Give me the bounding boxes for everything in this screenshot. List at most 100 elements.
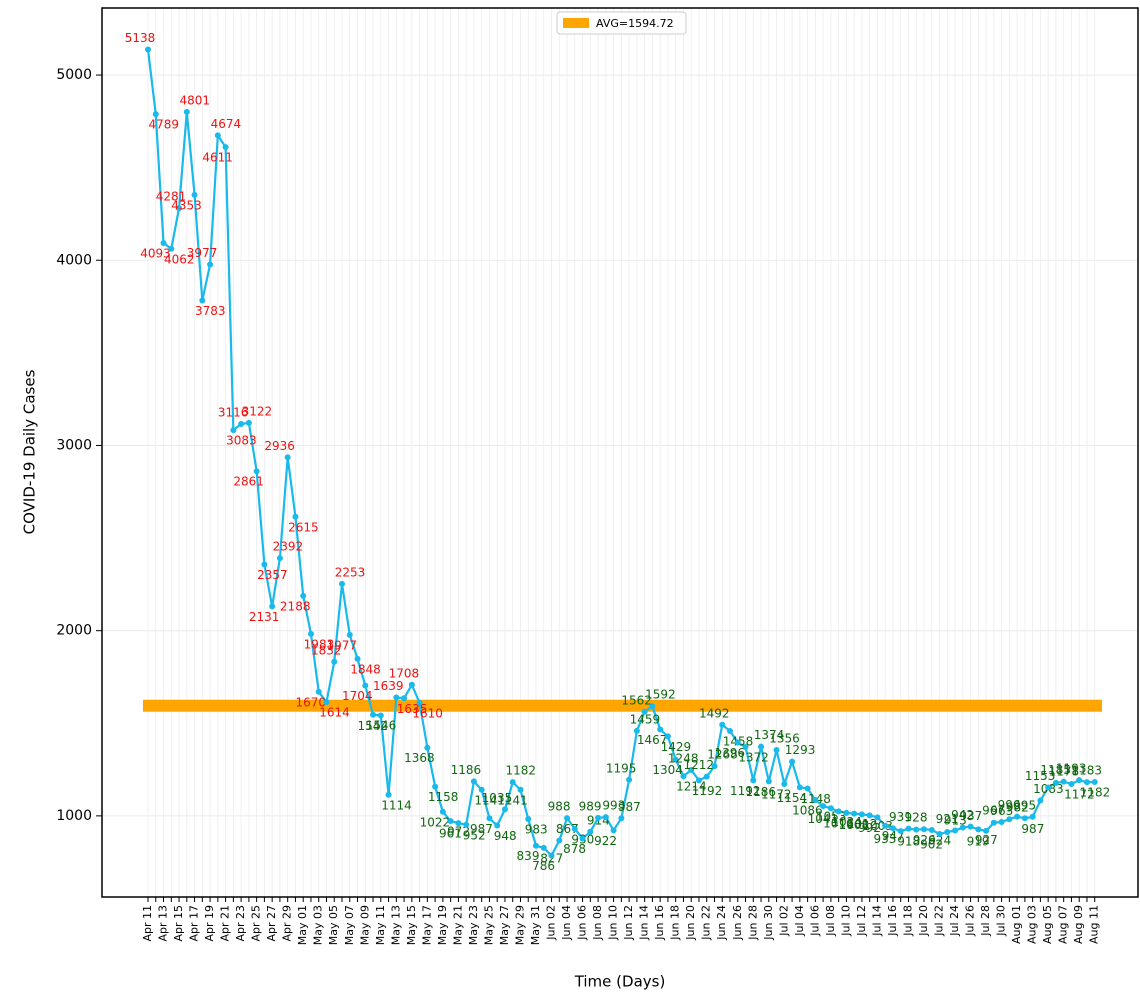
y-axis-label: COVID-19 Daily Cases [21,369,39,534]
data-point [238,420,245,427]
data-point [820,803,827,810]
x-tick-label: Aug 09 [1072,905,1085,944]
x-tick-label: Jun 06 [576,905,589,941]
data-point [695,777,702,784]
data-point [866,812,873,819]
data-point [486,815,493,822]
data-label: 992 [858,821,881,835]
data-point [571,825,578,832]
x-tick-label: Jul 08 [824,905,837,937]
data-point [191,191,198,198]
data-label: 1639 [373,679,404,693]
x-tick-label: Jul 30 [995,905,1008,937]
data-point [556,837,563,844]
data-label: 921 [936,812,959,826]
data-label: 1193 [1056,762,1087,776]
data-point [952,827,959,834]
data-label: 1704 [342,689,373,703]
x-tick-label: Jun 24 [715,905,728,941]
data-point [889,825,896,832]
data-label: 987 [470,822,493,836]
data-point [1006,816,1013,823]
y-tick-label: 1000 [56,808,92,824]
data-label: 1041 [808,812,839,826]
data-label: 1614 [319,706,350,720]
data-point [408,681,415,688]
data-point [564,815,571,822]
data-point [851,810,858,817]
data-point [711,763,718,770]
data-label: 948 [494,829,517,843]
data-point [509,779,516,786]
data-label: 1035 [482,791,513,805]
data-point [494,822,501,829]
data-label: 1192 [692,784,723,798]
data-point [1014,813,1021,820]
x-tick-label: Apr 21 [219,905,232,942]
data-label: 2253 [335,565,366,579]
data-label: 2357 [257,568,288,582]
data-point [478,786,485,793]
x-axis-label: Time (Days) [574,973,666,991]
data-label: 952 [463,828,486,842]
data-label: 1467 [637,733,668,747]
x-tick-label: Jun 22 [700,905,713,941]
legend-box [556,11,687,35]
data-point [944,828,951,835]
data-label: 1182 [1080,786,1111,800]
x-tick-label: May 31 [529,905,542,945]
data-label: 913 [944,813,967,827]
x-tick-label: May 03 [312,905,325,945]
data-point [245,419,252,426]
data-label: 1178 [1049,764,1080,778]
data-label: 919 [967,834,990,848]
data-label: 995 [1013,798,1036,812]
data-label: 4281 [156,190,187,204]
data-label: 4062 [164,252,195,266]
x-tick-label: Jul 02 [777,905,790,937]
data-label: 3116 [218,405,249,419]
data-point [517,786,524,793]
x-tick-label: Jul 10 [839,905,852,937]
data-point [1021,815,1028,822]
data-point [385,791,392,798]
data-label: 1429 [661,740,692,754]
x-tick-label: May 13 [389,905,402,945]
data-label: 1356 [769,731,800,745]
data-point [789,758,796,765]
data-point [835,808,842,815]
x-tick-label: Jun 16 [653,905,666,941]
data-point [401,695,408,702]
data-label: 1183 [1071,763,1102,777]
data-point [959,824,966,831]
x-tick-label: Apr 25 [250,905,263,942]
data-point [1037,797,1044,804]
x-tick-label: Jul 22 [933,905,946,937]
data-label: 4789 [148,118,179,132]
data-label: 1172 [761,788,792,802]
x-tick-label: Jun 10 [607,905,620,941]
data-point [168,245,175,252]
x-tick-label: Aug 07 [1057,905,1070,944]
data-label: 4674 [211,117,242,131]
data-label: 4611 [202,151,233,165]
x-tick-label: Apr 17 [188,905,201,942]
data-label: 3122 [242,404,273,418]
data-point [905,825,912,832]
data-label: 1293 [785,743,816,757]
plot-frame [101,7,1139,898]
data-point [207,261,214,268]
data-label: 1141 [497,793,528,807]
data-label: 942 [951,808,974,822]
x-tick-label: May 09 [358,905,371,945]
data-label: 3977 [187,246,218,260]
y-tick-label: 5000 [56,67,92,83]
data-label: 922 [594,834,617,848]
data-point [393,694,400,701]
data-point [843,809,850,816]
data-point [323,699,330,706]
data-label: 988 [548,800,571,814]
data-label: 1368 [404,751,435,765]
data-point [548,852,555,859]
